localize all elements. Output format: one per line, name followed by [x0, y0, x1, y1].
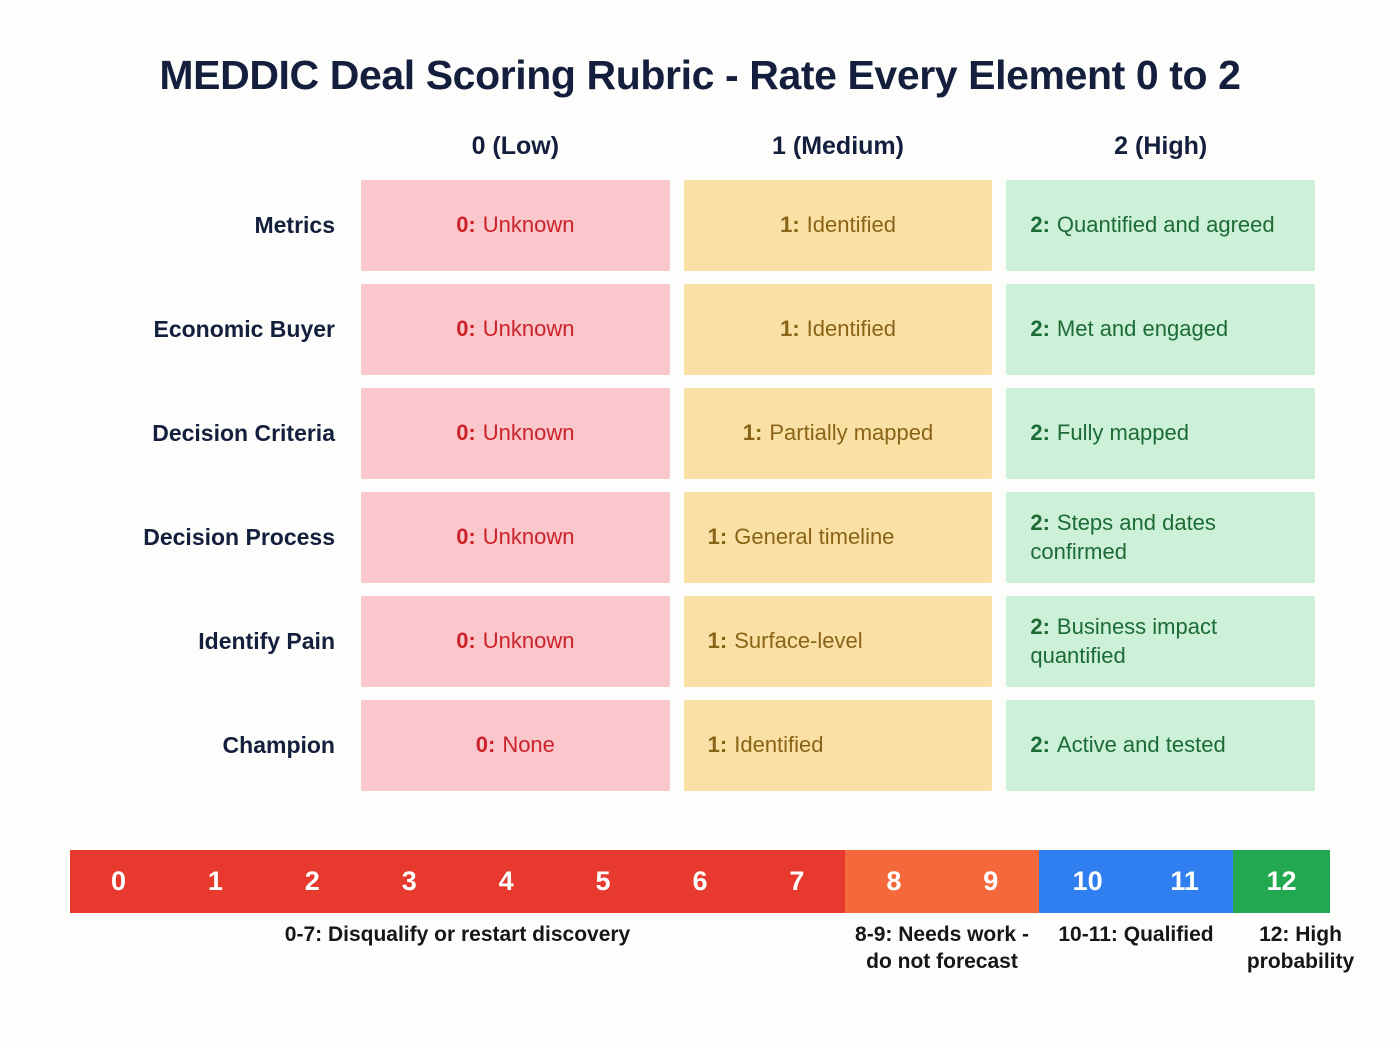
- row-label-economic-buyer: Economic Buyer: [153, 316, 336, 343]
- cell-score: 0:: [475, 732, 496, 758]
- row-label-decision-criteria: Decision Criteria: [152, 420, 335, 447]
- cell-desc: Unknown: [482, 316, 575, 342]
- cell-economic-buyer-high: 2: Met and engaged: [1006, 284, 1316, 375]
- cell-champion-high: 2: Active and tested: [1006, 700, 1316, 791]
- legend-caption-12: 12: High probability: [1246, 923, 1355, 973]
- row-cells: 0: Unknown 1: Surface-level 2: Business imp…: [361, 596, 1316, 687]
- cell-desc: Identified: [806, 212, 896, 238]
- cell-decision-criteria-low: 0: Unknown: [361, 388, 670, 479]
- row-label-identify-pain: Identify Pain: [198, 628, 335, 655]
- rubric-row: Decision Criteria 0: Unknown 1: Partially …: [0, 388, 1400, 479]
- score-cell-8: 8: [845, 850, 943, 913]
- score-cell-4: 4: [457, 850, 555, 913]
- legend-caption-0-7: 0-7: Disqualify or restart discovery: [284, 923, 631, 946]
- rubric-row: Champion 0: None 1: Identified 2: Active an…: [0, 700, 1400, 791]
- cell-score: 0:: [456, 524, 476, 550]
- cell-desc: Steps and dates confirmed: [1030, 509, 1216, 564]
- rubric-row: Decision Process 0: Unknown 1: General tim…: [0, 492, 1400, 583]
- row-cells: 0: Unknown 1: Partially mapped 2: Fully map…: [361, 388, 1316, 479]
- cell-desc: Unknown: [482, 628, 575, 654]
- row-cells: 0: Unknown 1: Identified 2: Met and engaged: [361, 284, 1316, 375]
- cell-metrics-low: 0: Unknown: [361, 180, 670, 271]
- cell-decision-process-high: 2: Steps and dates confirmed: [1006, 492, 1316, 583]
- cell-score: 0:: [456, 420, 476, 446]
- score-cell-10: 10: [1039, 850, 1137, 913]
- rubric-row: Economic Buyer 0: Unknown 1: Identified 2:…: [0, 284, 1400, 375]
- cell-identify-pain-low: 0: Unknown: [361, 596, 670, 687]
- score-cell-2: 2: [263, 850, 361, 913]
- cell-identify-pain-medium: 1: Surface-level: [683, 596, 993, 687]
- cell-score: 1:: [707, 628, 728, 654]
- score-cell-7: 7: [748, 850, 846, 913]
- cell-desc: Unknown: [482, 212, 575, 238]
- rubric-matrix: Metrics 0: Unknown 1: Identified 2: Quantif…: [0, 180, 1400, 804]
- cell-desc: Partially mapped: [769, 420, 934, 446]
- cell-score: 1:: [780, 212, 800, 238]
- cell-score: 1:: [707, 524, 728, 550]
- cell-score: 2:: [1030, 613, 1050, 639]
- cell-identify-pain-high: 2: Business impact quantified: [1006, 596, 1316, 687]
- legend-caption-10-11: 10-11: Qualified: [1058, 923, 1214, 946]
- column-header-row: 0 (Low) 1 (Medium) 2 (High): [361, 132, 1315, 161]
- cell-desc: General timeline: [734, 524, 895, 550]
- cell-score: 2:: [1030, 732, 1050, 758]
- cell-metrics-high: 2: Quantified and agreed: [1006, 180, 1316, 271]
- cell-desc: Quantified and agreed: [1056, 212, 1275, 238]
- cell-decision-process-medium: 1: General timeline: [683, 492, 993, 583]
- cell-desc: Unknown: [482, 420, 575, 446]
- score-scale-bar: 0 1 2 3 4 5 6 7 8 9 10 11 12: [70, 850, 1330, 913]
- column-header-medium: 1 (Medium): [772, 132, 904, 160]
- cell-desc: Identified: [806, 316, 896, 342]
- cell-decision-criteria-medium: 1: Partially mapped: [683, 388, 993, 479]
- cell-economic-buyer-medium: 1: Identified: [683, 284, 993, 375]
- row-label-decision-process: Decision Process: [143, 524, 335, 551]
- cell-economic-buyer-low: 0: Unknown: [361, 284, 670, 375]
- cell-desc: Fully mapped: [1056, 420, 1189, 446]
- cell-desc: Active and tested: [1056, 732, 1226, 758]
- cell-score: 2:: [1030, 420, 1050, 446]
- cell-score: 1:: [742, 420, 763, 446]
- score-legend: 0-7: Disqualify or restart discovery 8-9…: [70, 922, 1354, 1012]
- score-cell-0: 0: [70, 850, 167, 913]
- cell-score: 0:: [456, 316, 476, 342]
- cell-score: 1:: [707, 732, 728, 758]
- score-cell-12: 12: [1233, 850, 1330, 913]
- row-label-champion: Champion: [222, 732, 335, 759]
- score-cell-11: 11: [1136, 850, 1234, 913]
- column-header-low: 0 (Low): [471, 132, 560, 160]
- row-label-metrics: Metrics: [254, 212, 335, 239]
- cell-score: 2:: [1030, 316, 1050, 342]
- cell-score: 2:: [1030, 212, 1050, 238]
- page-title: MEDDIC Deal Scoring Rubric - Rate Every …: [159, 52, 1241, 98]
- legend-caption-8-9: 8-9: Needs work - do not forecast: [855, 923, 1029, 973]
- score-cell-5: 5: [554, 850, 652, 913]
- cell-score: 1:: [780, 316, 800, 342]
- score-cell-6: 6: [651, 850, 749, 913]
- rubric-row: Metrics 0: Unknown 1: Identified 2: Quantif…: [0, 180, 1400, 271]
- rubric-row: Identify Pain 0: Unknown 1: Surface-level …: [0, 596, 1400, 687]
- cell-score: 0:: [456, 628, 476, 654]
- cell-desc: None: [502, 732, 555, 758]
- cell-desc: Identified: [734, 732, 824, 758]
- cell-champion-medium: 1: Identified: [683, 700, 993, 791]
- score-cell-3: 3: [360, 850, 458, 913]
- cell-desc: Met and engaged: [1056, 316, 1229, 342]
- row-cells: 0: None 1: Identified 2: Active and tested: [361, 700, 1316, 791]
- cell-metrics-medium: 1: Identified: [683, 180, 993, 271]
- cell-score: 2:: [1030, 509, 1050, 535]
- row-cells: 0: Unknown 1: General timeline 2: Steps and…: [361, 492, 1316, 583]
- row-cells: 0: Unknown 1: Identified 2: Quantified and …: [361, 180, 1316, 271]
- cell-champion-low: 0: None: [361, 700, 670, 791]
- cell-desc: Business impact quantified: [1030, 613, 1218, 668]
- cell-desc: Unknown: [482, 524, 575, 550]
- cell-desc: Surface-level: [734, 628, 863, 654]
- cell-score: 0:: [456, 212, 476, 238]
- cell-decision-criteria-high: 2: Fully mapped: [1006, 388, 1316, 479]
- score-cell-9: 9: [942, 850, 1040, 913]
- cell-decision-process-low: 0: Unknown: [361, 492, 670, 583]
- score-cell-1: 1: [166, 850, 264, 913]
- column-header-high: 2 (High): [1114, 132, 1208, 160]
